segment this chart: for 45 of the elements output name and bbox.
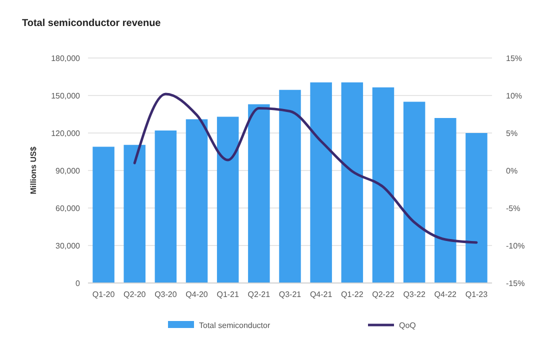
x-tick-label: Q2-20 — [124, 290, 146, 299]
bar — [310, 82, 332, 283]
bar — [403, 102, 426, 283]
y-tick-label: 90,000 — [56, 166, 81, 176]
bar — [186, 119, 208, 283]
y2-tick-label: -10% — [506, 241, 525, 250]
y2-tick-label: -5% — [506, 204, 520, 213]
bar — [216, 116, 239, 283]
bar — [434, 118, 456, 283]
x-tick-label: Q1-21 — [216, 290, 240, 299]
y-tick-label: 120,000 — [51, 128, 81, 138]
bar — [372, 87, 394, 283]
y2-tick-label: -15% — [506, 278, 525, 288]
bar — [124, 144, 146, 283]
y2-tick-label: 15% — [506, 54, 522, 63]
x-tick-label: Q1-20 — [92, 290, 116, 299]
x-tick-label: Q4-20 — [186, 290, 208, 299]
y-axis-title: Millions US$ — [29, 146, 38, 194]
bar — [154, 130, 177, 283]
y-tick-label: 60,000 — [56, 204, 81, 213]
legend-label: QoQ — [399, 320, 416, 330]
y-tick-label: 0 — [76, 278, 81, 288]
y2-tick-label: 0% — [506, 166, 518, 176]
x-tick-label: Q3-21 — [278, 290, 302, 299]
chart-title: Total semiconductor revenue — [22, 18, 162, 29]
x-tick-label: Q4-21 — [310, 290, 333, 299]
bar — [248, 104, 270, 283]
legend-label: Total semiconductor — [199, 320, 270, 330]
y-tick-label: 180,000 — [51, 54, 81, 63]
x-tick-label: Q1-22 — [341, 290, 364, 299]
bar — [466, 133, 488, 283]
x-tick-label: Q2-22 — [372, 290, 395, 299]
bar — [279, 90, 301, 283]
bar — [341, 82, 364, 283]
y2-tick-label: 10% — [506, 91, 522, 100]
y-tick-label: 30,000 — [56, 241, 81, 250]
line-series — [133, 92, 478, 244]
x-tick-label: Q4-22 — [434, 290, 458, 299]
x-tick-label: Q3-22 — [403, 290, 426, 299]
bar — [92, 146, 114, 283]
y2-tick-label: 5% — [506, 128, 518, 138]
x-tick-label: Q1-23 — [465, 290, 488, 299]
x-tick-label: Q3-20 — [154, 290, 178, 299]
y-tick-label: 150,000 — [51, 91, 81, 100]
x-tick-label: Q2-21 — [248, 290, 271, 299]
